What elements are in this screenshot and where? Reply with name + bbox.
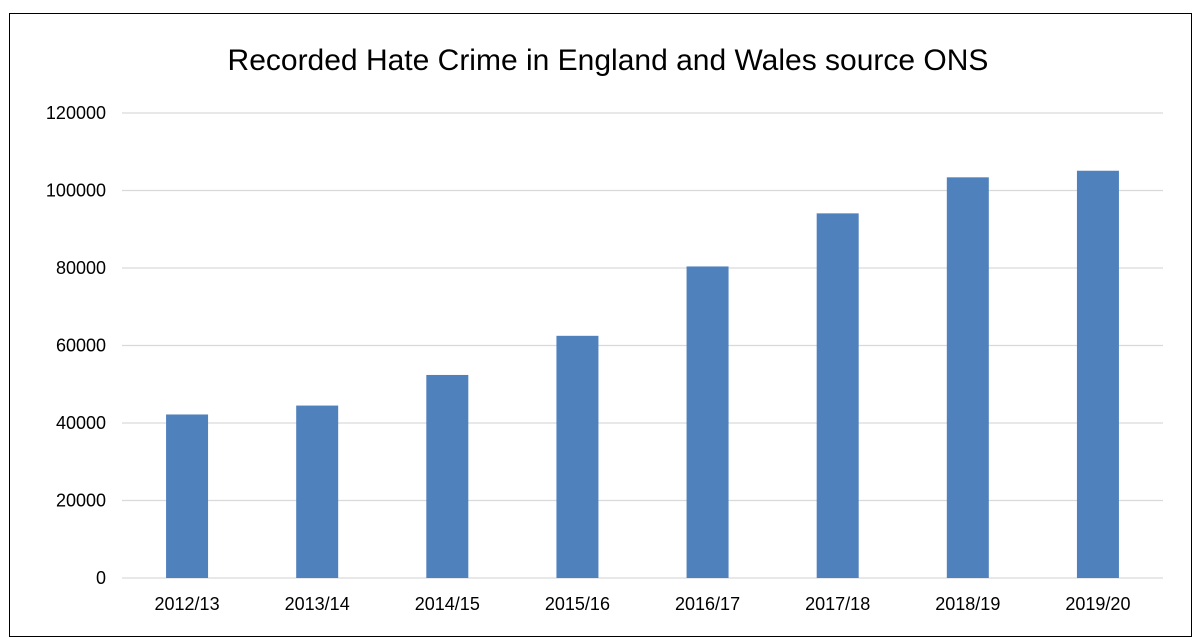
bar <box>816 213 859 579</box>
x-tick-label: 2016/17 <box>675 594 740 614</box>
bar <box>1076 170 1119 579</box>
bar <box>166 414 209 578</box>
x-tick-label: 2015/16 <box>545 594 610 614</box>
bars <box>166 170 1119 579</box>
gridlines <box>122 112 1163 579</box>
y-tick-label: 80000 <box>56 258 106 278</box>
bar <box>426 374 469 578</box>
x-axis-tick-labels: 2012/13 2013/14 2014/15 2015/16 2016/17 2017/… <box>155 594 1131 614</box>
y-axis-tick-labels: 0 20000 40000 60000 80000 100000 120000 <box>46 103 106 588</box>
bar <box>556 335 599 578</box>
x-tick-label: 2014/15 <box>415 594 480 614</box>
x-tick-label: 2019/20 <box>1065 594 1130 614</box>
y-tick-label: 120000 <box>46 103 106 123</box>
y-tick-label: 60000 <box>56 336 106 356</box>
y-tick-label: 40000 <box>56 413 106 433</box>
x-tick-label: 2018/19 <box>935 594 1000 614</box>
x-tick-label: 2013/14 <box>285 594 350 614</box>
bar <box>296 405 339 578</box>
bar <box>946 177 989 578</box>
x-tick-label: 2017/18 <box>805 594 870 614</box>
y-tick-label: 100000 <box>46 181 106 201</box>
chart-title: Recorded Hate Crime in England and Wales… <box>228 44 989 77</box>
bar <box>686 266 729 578</box>
x-tick-label: 2012/13 <box>155 594 220 614</box>
y-tick-label: 0 <box>96 568 106 588</box>
y-tick-label: 20000 <box>56 491 106 511</box>
